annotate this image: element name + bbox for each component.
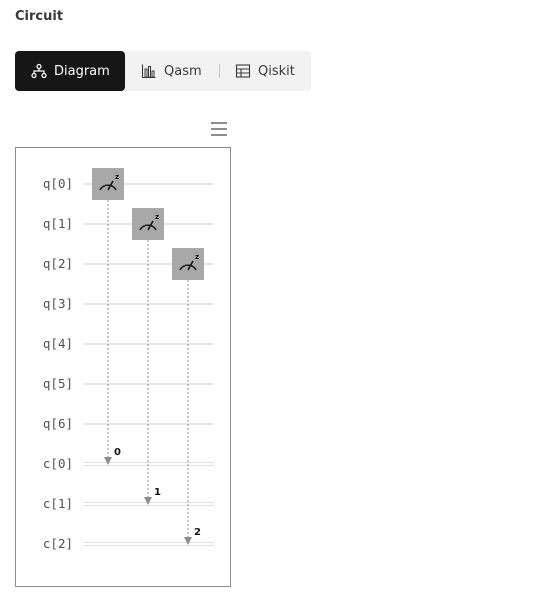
circuit-diagram: q[0] q[1] q[2] q[3] q[4] q[5] q[6] c[0] c[1] c[2]…	[43, 168, 214, 551]
tab-diagram[interactable]: Diagram	[15, 51, 125, 91]
meter-icon	[179, 264, 197, 271]
clbit-label: c[2]	[43, 536, 73, 551]
hamburger-menu-icon[interactable]	[209, 121, 229, 137]
measure-bit-label: 1	[154, 487, 161, 498]
page-title: Circuit	[15, 9, 64, 24]
qubit-label: q[0]	[43, 176, 73, 191]
measure-arrowhead	[104, 457, 112, 465]
meter-needle	[147, 220, 154, 231]
circuit-diagram-panel: q[0] q[1] q[2] q[3] q[4] q[5] q[6] c[0] c[1] c[2]…	[15, 147, 231, 587]
clbit-label: c[0]	[43, 456, 73, 471]
tab-divider	[219, 64, 220, 78]
qubit-label: q[6]	[43, 416, 73, 431]
qubit-label: q[1]	[43, 216, 73, 231]
tab-qiskit[interactable]: Qiskit	[219, 51, 311, 91]
measure-bit-label: 0	[114, 447, 121, 458]
tab-qasm[interactable]: Qasm	[125, 51, 219, 91]
measure-gate	[132, 208, 164, 240]
diagram-icon	[31, 63, 47, 79]
meter-icon	[139, 224, 157, 231]
table-icon	[235, 63, 251, 79]
qubit-label: q[5]	[43, 376, 73, 391]
measure-arrowhead	[144, 497, 152, 505]
clbit-label: c[1]	[43, 496, 73, 511]
measure-basis-label: z	[115, 173, 119, 181]
meter-needle	[187, 260, 194, 271]
chart-bar-icon	[141, 63, 157, 79]
tab-qasm-label: Qasm	[164, 63, 202, 79]
tab-diagram-label: Diagram	[54, 63, 110, 79]
meter-needle	[107, 180, 114, 191]
meter-icon	[99, 184, 117, 191]
view-tabs: Diagram Qasm Qiskit	[15, 51, 311, 91]
measure-bit-label: 2	[194, 527, 201, 538]
measure-gate	[92, 168, 124, 200]
tab-qiskit-label: Qiskit	[258, 63, 295, 79]
measure-basis-label: z	[195, 253, 199, 261]
measure-gate	[172, 248, 204, 280]
qubit-label: q[3]	[43, 296, 73, 311]
measure-basis-label: z	[155, 213, 159, 221]
qubit-label: q[2]	[43, 256, 73, 271]
qubit-label: q[4]	[43, 336, 73, 351]
measure-arrowhead	[184, 537, 192, 545]
